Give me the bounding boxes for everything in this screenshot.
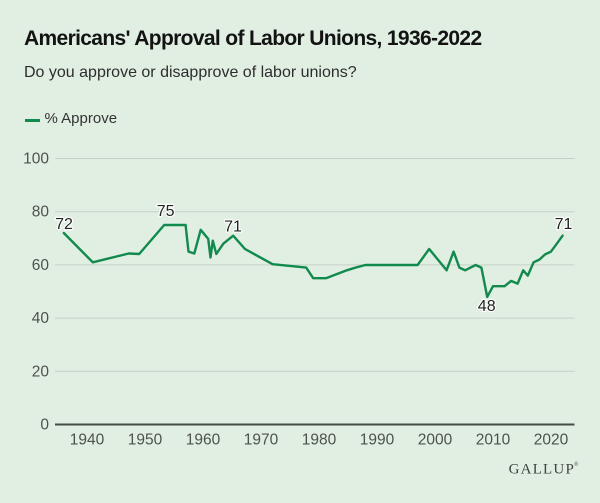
svg-text:1950: 1950: [128, 431, 163, 448]
svg-text:®: ®: [574, 461, 579, 468]
svg-text:48: 48: [478, 298, 496, 315]
svg-text:71: 71: [224, 218, 242, 235]
svg-text:1940: 1940: [70, 431, 105, 448]
svg-text:60: 60: [32, 257, 50, 274]
svg-text:1990: 1990: [360, 431, 395, 448]
svg-text:2000: 2000: [418, 431, 453, 448]
svg-text:1960: 1960: [186, 431, 221, 448]
svg-text:1970: 1970: [244, 431, 279, 448]
svg-text:20: 20: [32, 363, 50, 380]
svg-text:0: 0: [40, 417, 49, 434]
svg-text:75: 75: [157, 203, 175, 220]
svg-text:2010: 2010: [476, 431, 511, 448]
svg-text:1980: 1980: [302, 431, 337, 448]
svg-text:80: 80: [32, 204, 50, 221]
svg-text:GALLUP: GALLUP: [509, 462, 575, 478]
svg-text:100: 100: [23, 151, 49, 168]
svg-text:2020: 2020: [534, 431, 569, 448]
svg-text:71: 71: [555, 216, 573, 233]
svg-text:72: 72: [55, 216, 73, 233]
svg-text:40: 40: [32, 310, 50, 327]
